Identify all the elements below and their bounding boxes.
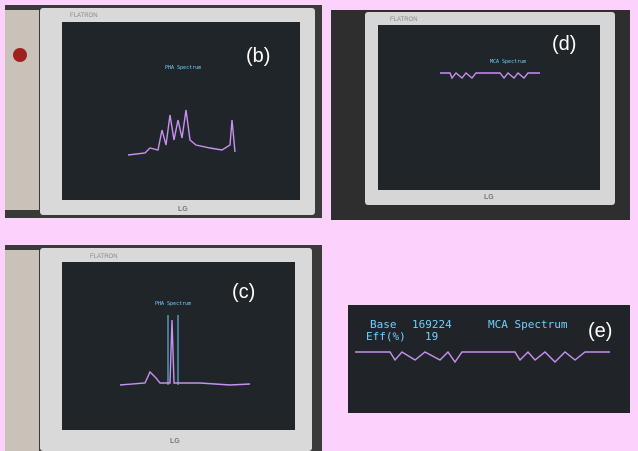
panel-label: (b) [246,45,270,67]
eff-value: 19 [425,330,438,343]
logo: LG [484,194,494,201]
screen-title: MCA Spectrum [490,59,526,65]
panel-c: FLATRON LG PHA Spectrum (c) [5,245,322,451]
panel-d: FLATRON LG MCA Spectrum (d) [331,10,630,220]
knob [13,48,27,62]
logo: LG [170,438,180,445]
logo: LG [178,206,188,213]
panel-label: (e) [588,320,612,342]
panel-label: (d) [552,33,576,55]
panel-b: FLATRON LG PHA Spectrum (b) [5,5,322,218]
panel-label: (c) [232,281,255,303]
screen-title: PHA Spectrum [165,65,201,71]
brand: FLATRON [90,254,118,260]
panel-e: Base 169224 Eff(%) 19 MCA Spectrum (e) [348,305,630,413]
photo-collage: FLATRON LG PHA Spectrum (b) FLATRON LG M… [0,0,638,451]
brand: FLATRON [390,17,418,23]
screen-title: PHA Spectrum [155,301,191,307]
brand: FLATRON [70,13,98,19]
screen-title: MCA Spectrum [488,318,568,331]
eff-label: Eff(%) [366,330,406,343]
equipment [5,250,39,451]
equipment [5,10,39,210]
